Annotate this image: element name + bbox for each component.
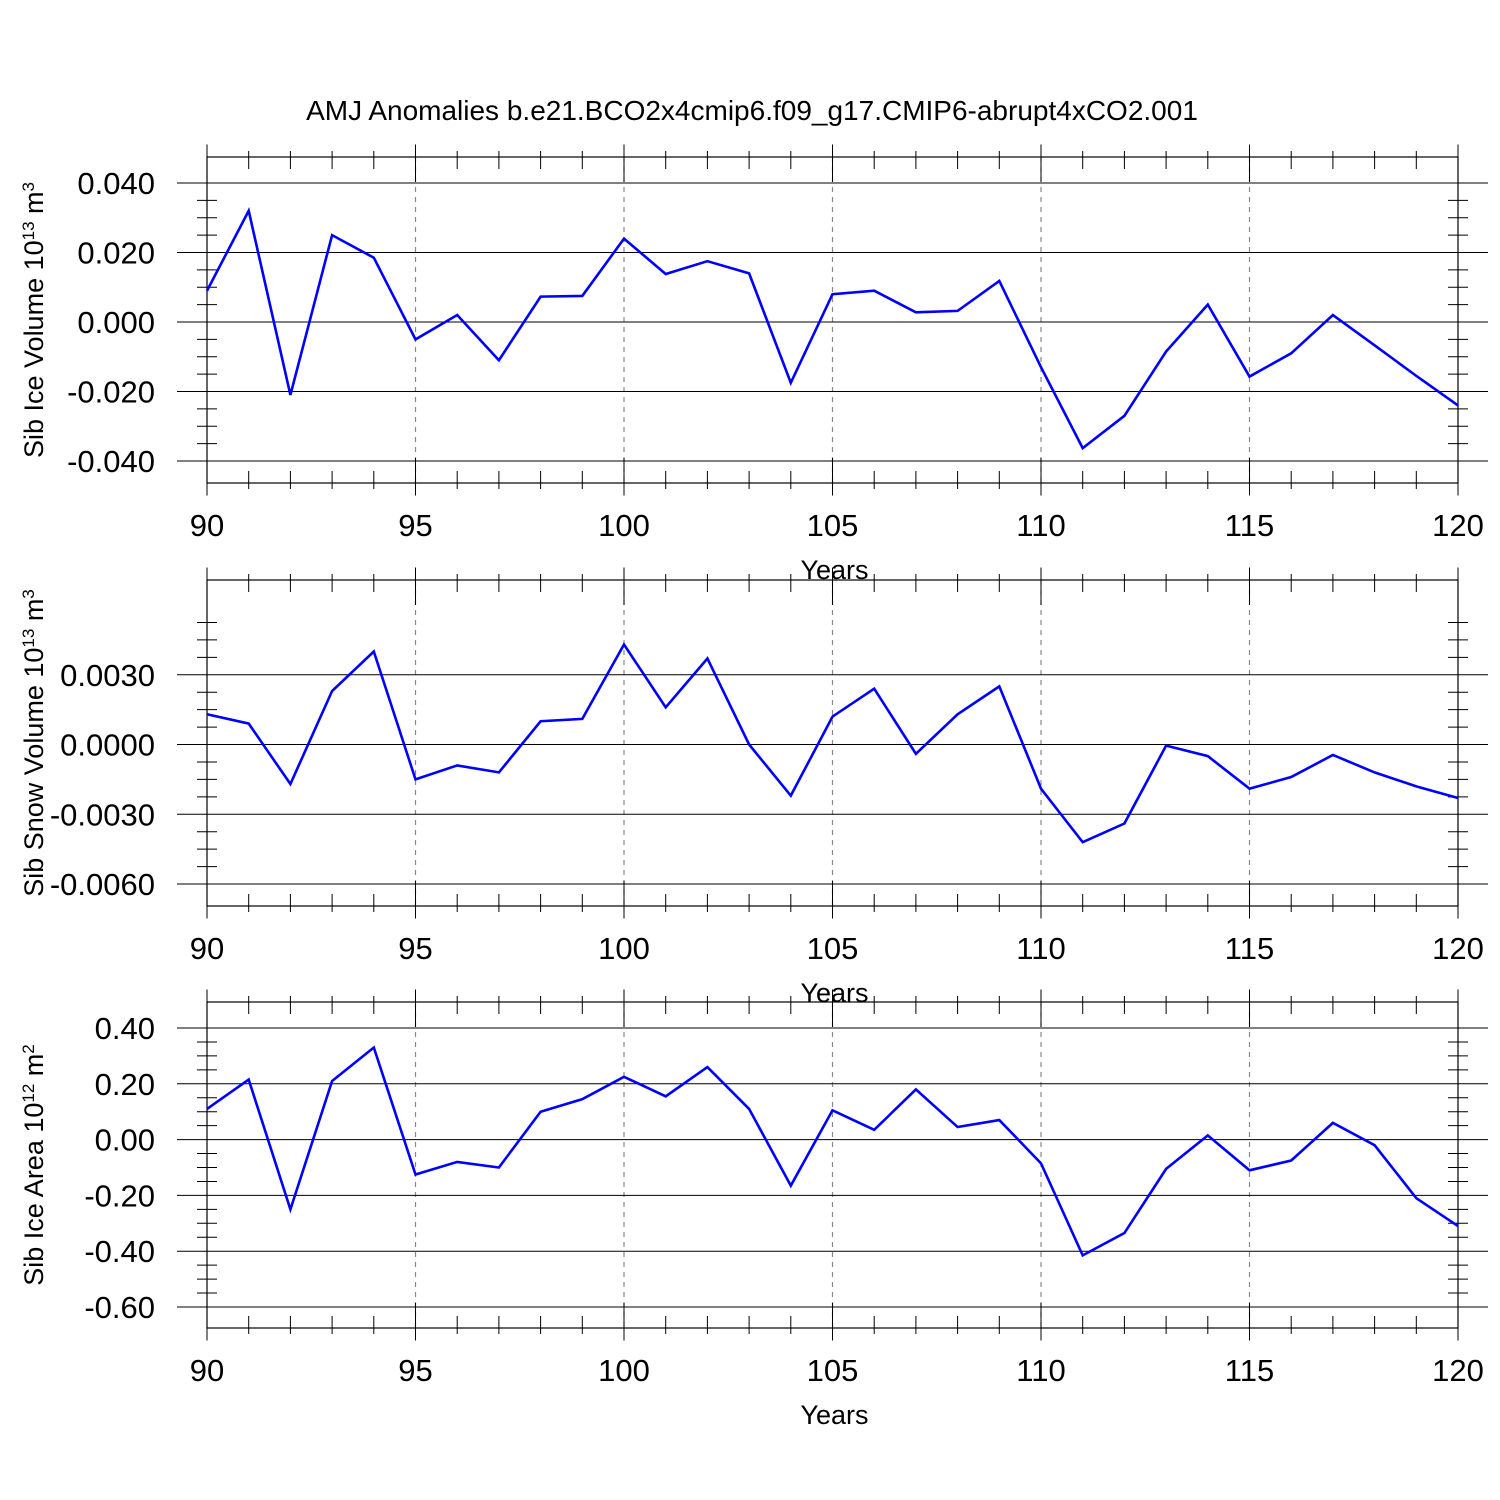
- x-tick-label: 110: [1016, 931, 1065, 966]
- y-tick-label: 0.40: [95, 1011, 155, 1046]
- x-tick-label: 100: [598, 1353, 650, 1388]
- x-tick-label: 110: [1016, 508, 1065, 543]
- y-tick-label: -0.040: [67, 444, 155, 479]
- y-tick-label: -0.40: [84, 1234, 155, 1269]
- y-tick-label: 0.20: [95, 1067, 155, 1102]
- x-axis-label: Years: [800, 978, 868, 1008]
- panel-2: 0.0030 0.0000 -0.0030 -0.0060 90 95 100 105 110 1…: [19, 567, 1488, 1008]
- x-tick-label: 120: [1432, 1353, 1484, 1388]
- x-tick-label: 120: [1432, 508, 1484, 543]
- y-tick-label: 0.020: [77, 236, 155, 271]
- y-axis-label: Sib Snow Volume 1013 m3: [19, 589, 50, 897]
- panel-1: 0.040 0.020 0.000 -0.020 -0.040 90 95 100 105 110…: [19, 144, 1488, 585]
- x-tick-label: 100: [598, 508, 650, 543]
- y-tick-label: -0.020: [67, 375, 155, 410]
- x-tick-label: 105: [807, 931, 859, 966]
- x-tick-label: 90: [190, 1353, 224, 1388]
- x-tick-label: 105: [807, 1353, 859, 1388]
- y-axis-label: Sib Ice Area 1012 m2: [19, 1044, 50, 1286]
- x-tick-label: 120: [1432, 931, 1484, 966]
- x-tick-label: 90: [190, 508, 224, 543]
- x-axis-label: Years: [800, 1400, 868, 1430]
- y-tick-label: 0.00: [95, 1123, 155, 1158]
- y-tick-label: -0.0030: [50, 797, 155, 832]
- x-tick-label: 115: [1225, 1353, 1274, 1388]
- x-tick-label: 90: [190, 931, 224, 966]
- y-tick-label: 0.0030: [60, 658, 155, 693]
- x-tick-label: 100: [598, 931, 650, 966]
- panel-3: 0.40 0.20 0.00 -0.20 -0.40 -0.60 90 95 100 105 110…: [19, 989, 1488, 1430]
- y-tick-label: -0.20: [84, 1178, 155, 1213]
- x-tick-label: 115: [1225, 931, 1274, 966]
- y-tick-label: 0.040: [77, 166, 155, 201]
- y-tick-label: -0.60: [84, 1290, 155, 1325]
- x-tick-label: 95: [398, 1353, 432, 1388]
- figure-title: AMJ Anomalies b.e21.BCO2x4cmip6.f09_g17.…: [306, 95, 1198, 126]
- y-tick-label: -0.0060: [50, 867, 155, 902]
- x-tick-label: 110: [1016, 1353, 1065, 1388]
- x-tick-label: 95: [398, 508, 432, 543]
- panels: 0.040 0.020 0.000 -0.020 -0.040 90 95 100 105 110…: [19, 144, 1488, 1430]
- y-tick-label: 0.000: [77, 305, 155, 340]
- y-tick-label: 0.0000: [60, 728, 155, 763]
- x-tick-label: 105: [807, 508, 859, 543]
- y-axis-label: Sib Ice Volume 1013 m3: [19, 182, 50, 458]
- x-tick-label: 115: [1225, 508, 1274, 543]
- x-tick-label: 95: [398, 931, 432, 966]
